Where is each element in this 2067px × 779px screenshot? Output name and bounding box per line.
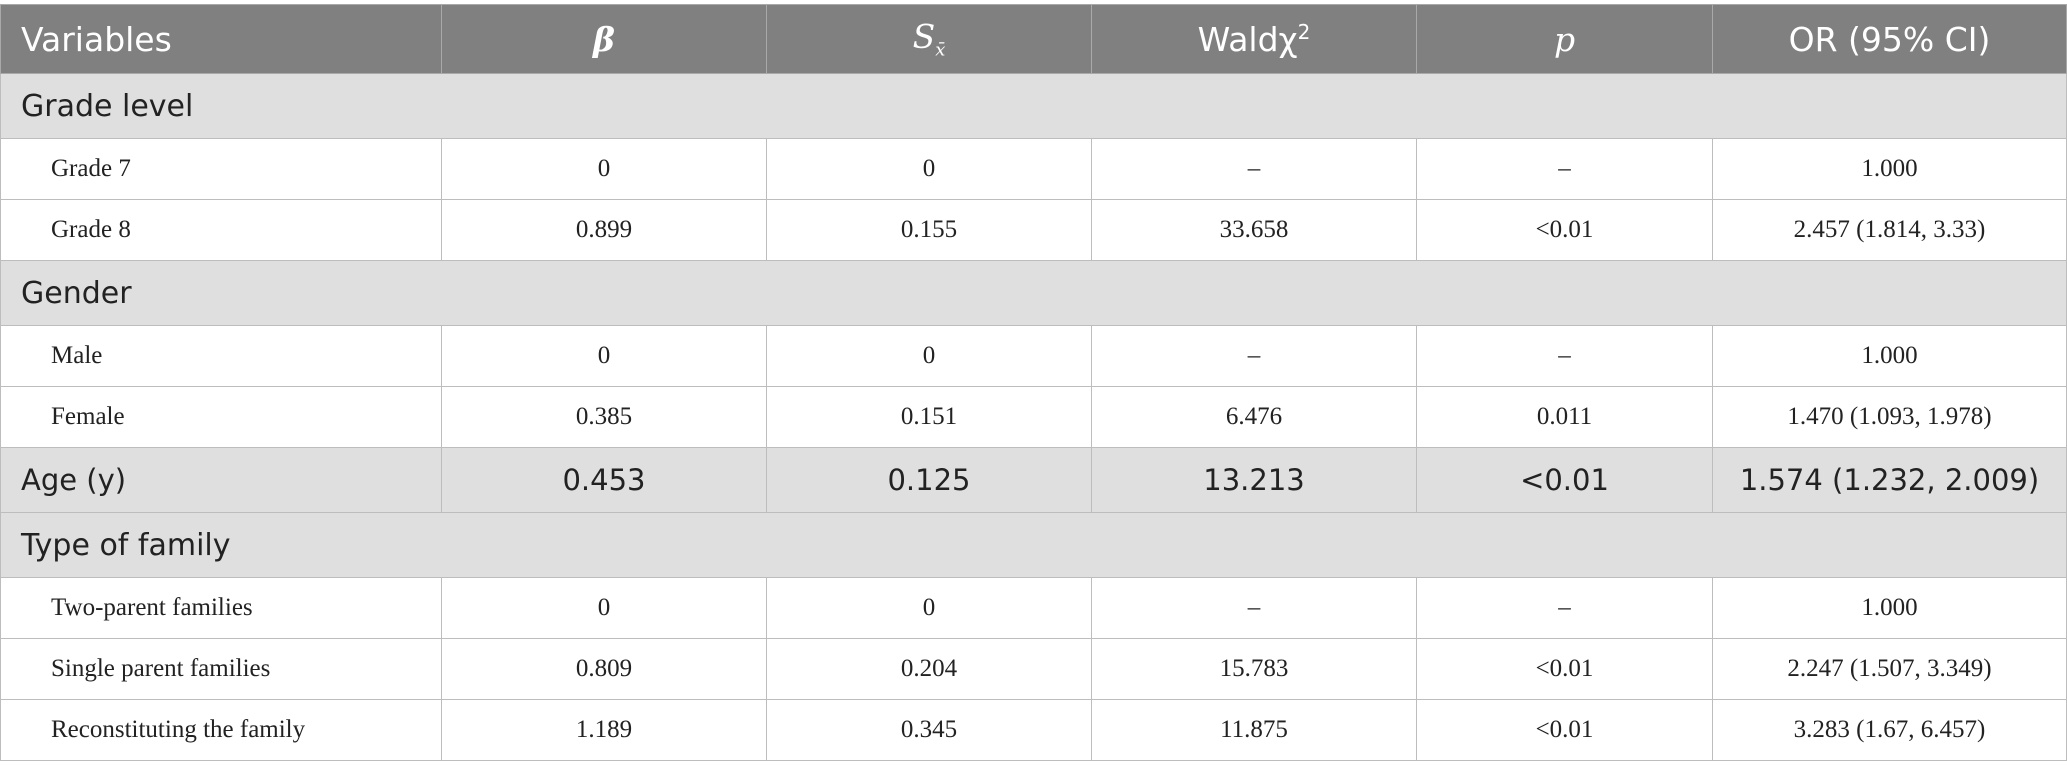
row-label: Single parent families (0, 638, 442, 700)
cell-or: 1.470 (1.093, 1.978) (1712, 386, 2067, 448)
cell-p: <0.01 (1416, 447, 1713, 513)
cell-wald: 11.875 (1091, 699, 1417, 761)
cell-p: <0.01 (1416, 638, 1713, 700)
cell-or: 1.574 (1.232, 2.009) (1712, 447, 2067, 513)
row-label: Reconstituting the family (0, 699, 442, 761)
cell-or: 1.000 (1712, 325, 2067, 387)
cell-beta: 0.809 (441, 638, 767, 700)
cell-se: 0 (766, 325, 1092, 387)
cell-p: – (1416, 577, 1713, 639)
cell-p: 0.011 (1416, 386, 1713, 448)
cell-p: <0.01 (1416, 699, 1713, 761)
cell-wald: 13.213 (1091, 447, 1417, 513)
table-row-single-parent: Single parent families 0.809 0.204 15.78… (0, 638, 2067, 700)
table-row-age: Age (y) 0.453 0.125 13.213 <0.01 1.574 (… (0, 447, 2067, 513)
row-label: Grade 8 (0, 199, 442, 261)
header-wald-chi-square: Waldχ2 (1091, 4, 1417, 74)
cell-beta: 0 (441, 577, 767, 639)
cell-wald: 33.658 (1091, 199, 1417, 261)
cell-wald: – (1091, 138, 1417, 200)
table-row-two-parent: Two-parent families 0 0 – – 1.000 (0, 577, 2067, 639)
cell-wald: 15.783 (1091, 638, 1417, 700)
section-row-gender: Gender (0, 260, 2067, 326)
table-row-reconstituting: Reconstituting the family 1.189 0.345 11… (0, 699, 2067, 761)
cell-se: 0.151 (766, 386, 1092, 448)
header-variables: Variables (0, 4, 442, 74)
table-row-grade-7: Grade 7 0 0 – – 1.000 (0, 138, 2067, 200)
row-label: Two-parent families (0, 577, 442, 639)
cell-p: – (1416, 325, 1713, 387)
cell-wald: 6.476 (1091, 386, 1417, 448)
row-label: Grade 7 (0, 138, 442, 200)
cell-se: 0.125 (766, 447, 1092, 513)
cell-wald: – (1091, 577, 1417, 639)
cell-or: 1.000 (1712, 138, 2067, 200)
header-row: Variables β Sx̄ Waldχ2 p OR (95% CI) (0, 4, 2067, 74)
logistic-regression-table: Variables β Sx̄ Waldχ2 p OR (95% CI) Gra… (0, 4, 2067, 761)
header-p: p (1416, 4, 1713, 74)
cell-p: – (1416, 138, 1713, 200)
header-odds-ratio: OR (95% CI) (1712, 4, 2067, 74)
cell-wald: – (1091, 325, 1417, 387)
cell-se: 0 (766, 138, 1092, 200)
header-beta: β (441, 4, 767, 74)
header-standard-error: Sx̄ (766, 4, 1092, 74)
cell-beta: 0.453 (441, 447, 767, 513)
cell-p: <0.01 (1416, 199, 1713, 261)
cell-se: 0.155 (766, 199, 1092, 261)
cell-beta: 1.189 (441, 699, 767, 761)
table-row-grade-8: Grade 8 0.899 0.155 33.658 <0.01 2.457 (… (0, 199, 2067, 261)
cell-or: 3.283 (1.67, 6.457) (1712, 699, 2067, 761)
row-label: Female (0, 386, 442, 448)
cell-or: 2.247 (1.507, 3.349) (1712, 638, 2067, 700)
section-label: Gender (0, 260, 2067, 326)
cell-beta: 0.385 (441, 386, 767, 448)
cell-se: 0.345 (766, 699, 1092, 761)
table-row-female: Female 0.385 0.151 6.476 0.011 1.470 (1.… (0, 386, 2067, 448)
cell-se: 0 (766, 577, 1092, 639)
cell-beta: 0.899 (441, 199, 767, 261)
cell-or: 1.000 (1712, 577, 2067, 639)
row-label: Male (0, 325, 442, 387)
row-label: Age (y) (0, 447, 442, 513)
cell-or: 2.457 (1.814, 3.33) (1712, 199, 2067, 261)
section-row-grade-level: Grade level (0, 73, 2067, 139)
cell-beta: 0 (441, 138, 767, 200)
cell-beta: 0 (441, 325, 767, 387)
cell-se: 0.204 (766, 638, 1092, 700)
section-label: Type of family (0, 512, 2067, 578)
section-row-type-of-family: Type of family (0, 512, 2067, 578)
section-label: Grade level (0, 73, 2067, 139)
table-row-male: Male 0 0 – – 1.000 (0, 325, 2067, 387)
